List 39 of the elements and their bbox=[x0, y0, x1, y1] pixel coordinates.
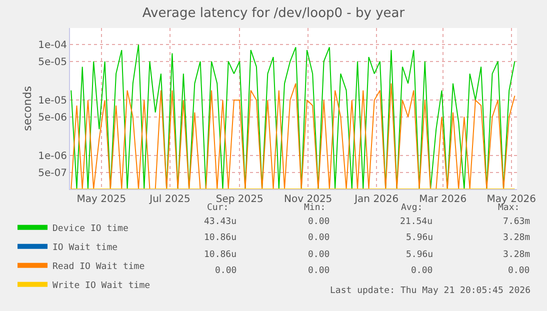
legend-label: Device IO time bbox=[52, 224, 128, 234]
x-tick-label: May 2026 bbox=[486, 194, 536, 205]
text: 7.63m bbox=[503, 217, 530, 227]
text: 10.86u bbox=[204, 233, 237, 243]
legend-label: Read IO Wait time bbox=[52, 262, 145, 272]
y-tick-label: 1e-04 bbox=[38, 40, 67, 52]
text: 0.00 bbox=[508, 266, 530, 276]
text: Avg: bbox=[401, 203, 423, 213]
x-tick-label: Mar 2026 bbox=[419, 194, 467, 205]
text: 3.28m bbox=[503, 233, 530, 243]
text: 5.96u bbox=[406, 250, 434, 260]
text: Min: bbox=[304, 203, 326, 213]
text: Cur: bbox=[207, 203, 229, 213]
y-tick-label: 5e-07 bbox=[38, 168, 67, 179]
legend-label: IO Wait time bbox=[52, 242, 118, 253]
y-tick-label: 1e-06 bbox=[38, 151, 67, 162]
text: 0.00 bbox=[215, 266, 237, 276]
y-tick-label: 1e-05 bbox=[38, 96, 67, 107]
text: Max: bbox=[498, 203, 520, 213]
y-axis-title: seconds bbox=[20, 86, 34, 131]
text: 43.43u bbox=[204, 217, 237, 227]
text: 10.86u bbox=[204, 250, 237, 260]
text: Last update: Thu May 21 20:05:45 2026 bbox=[330, 286, 530, 296]
text: 21.54u bbox=[400, 217, 433, 227]
y-tick-label: 5e-05 bbox=[38, 56, 67, 68]
text: 5.96u bbox=[406, 233, 434, 243]
text: 0.00 bbox=[308, 233, 330, 243]
chart-title: Average latency for /dev/loop0 - by year bbox=[142, 6, 406, 22]
x-tick-label: Jul 2025 bbox=[148, 194, 190, 205]
text: 0.00 bbox=[308, 217, 330, 227]
legend-label: Write IO Wait time bbox=[52, 280, 150, 291]
x-tick-label: May 2025 bbox=[76, 194, 126, 205]
text: 0.00 bbox=[308, 266, 330, 276]
text: 0.00 bbox=[308, 250, 330, 260]
x-tick-label: Jan 2026 bbox=[354, 194, 399, 205]
text: 3.28m bbox=[503, 250, 530, 260]
text: 0.00 bbox=[411, 266, 433, 276]
x-tick-label: Sep 2025 bbox=[216, 194, 264, 205]
y-tick-label: 5e-06 bbox=[38, 112, 67, 124]
